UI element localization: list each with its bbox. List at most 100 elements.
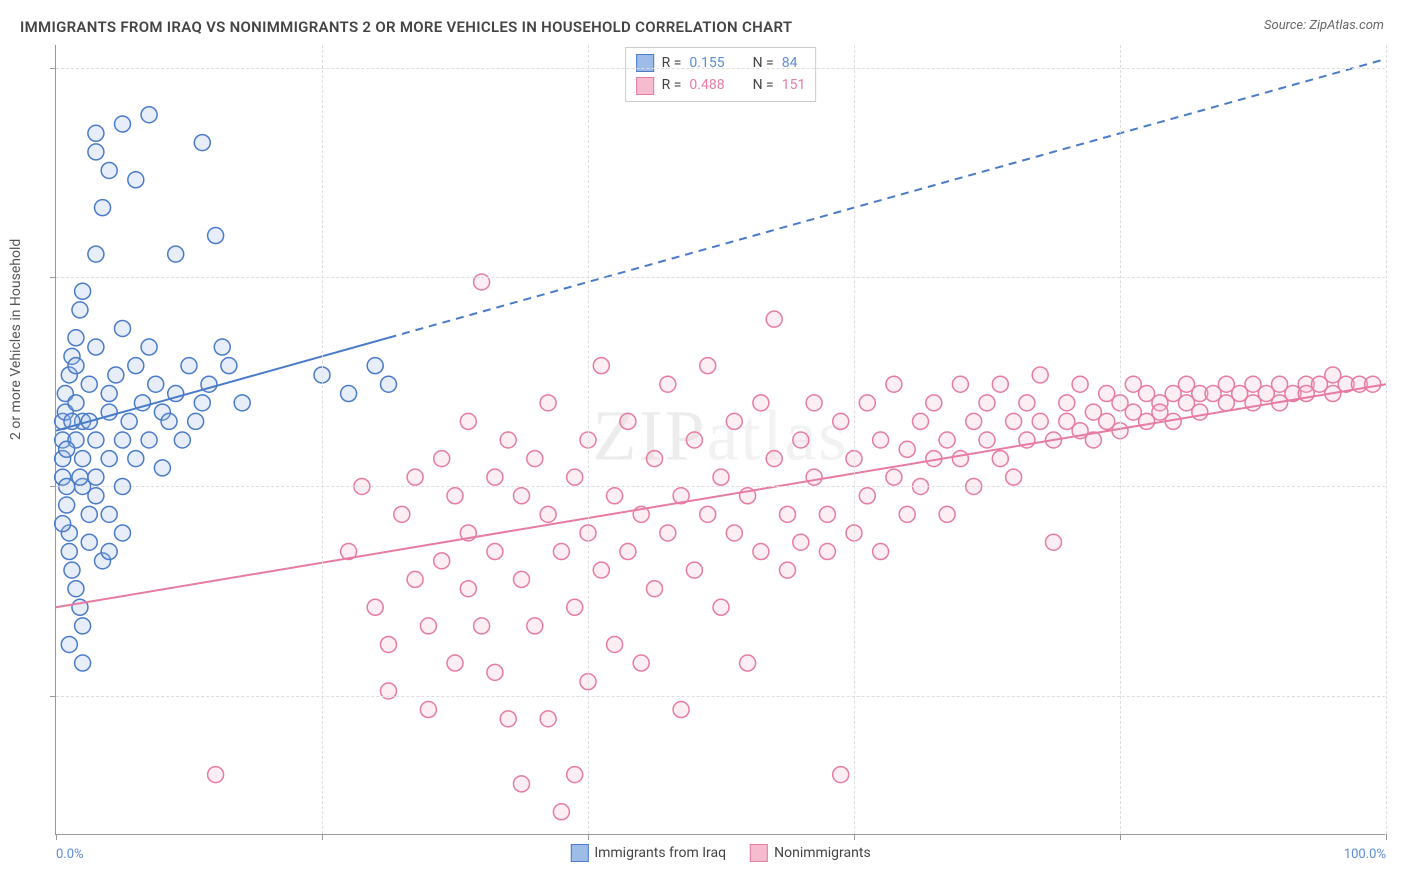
- scatter-point-nonimm: [1019, 395, 1035, 411]
- scatter-point-iraq: [75, 655, 91, 671]
- scatter-point-nonimm: [593, 562, 609, 578]
- scatter-point-nonimm: [447, 655, 463, 671]
- scatter-point-nonimm: [952, 376, 968, 392]
- scatter-point-iraq: [61, 544, 77, 560]
- r-label: R =: [662, 74, 682, 96]
- scatter-point-iraq: [88, 432, 104, 448]
- scatter-point-nonimm: [500, 711, 516, 727]
- scatter-point-iraq: [221, 358, 237, 374]
- x-tick-label: 100.0%: [1344, 847, 1386, 862]
- scatter-point-nonimm: [394, 506, 410, 522]
- scatter-point-iraq: [88, 469, 104, 485]
- chart-title: IMMIGRANTS FROM IRAQ VS NONIMMIGRANTS 2 …: [20, 18, 792, 36]
- y-tick-label: 100.0%: [1392, 61, 1406, 76]
- scatter-point-nonimm: [673, 702, 689, 718]
- scatter-point-nonimm: [753, 544, 769, 560]
- scatter-point-iraq: [128, 451, 144, 467]
- scatter-point-nonimm: [647, 451, 663, 467]
- scatter-point-nonimm: [700, 358, 716, 374]
- scatter-point-iraq: [88, 125, 104, 141]
- scatter-point-nonimm: [607, 636, 623, 652]
- scatter-point-iraq: [101, 386, 117, 402]
- scatter-point-iraq: [88, 488, 104, 504]
- scatter-point-nonimm: [460, 581, 476, 597]
- scatter-point-nonimm: [873, 432, 889, 448]
- scatter-point-nonimm: [367, 599, 383, 615]
- scatter-point-nonimm: [700, 506, 716, 522]
- scatter-point-iraq: [68, 395, 84, 411]
- scatter-point-iraq: [81, 534, 97, 550]
- scatter-point-iraq: [68, 330, 84, 346]
- scatter-point-iraq: [367, 358, 383, 374]
- scatter-point-nonimm: [833, 767, 849, 783]
- scatter-point-nonimm: [647, 581, 663, 597]
- scatter-point-nonimm: [607, 488, 623, 504]
- scatter-point-nonimm: [686, 432, 702, 448]
- scatter-point-nonimm: [208, 767, 224, 783]
- scatter-point-nonimm: [819, 506, 835, 522]
- scatter-point-nonimm: [1192, 404, 1208, 420]
- scatter-point-iraq: [381, 376, 397, 392]
- scatter-point-iraq: [174, 432, 190, 448]
- scatter-point-iraq: [68, 581, 84, 597]
- scatter-point-iraq: [141, 432, 157, 448]
- scatter-point-iraq: [101, 544, 117, 560]
- scatter-point-iraq: [188, 413, 204, 429]
- scatter-point-iraq: [72, 469, 88, 485]
- correlation-stats-box: R = 0.155 N = 84 R = 0.488 N = 151: [625, 47, 817, 102]
- scatter-point-nonimm: [833, 413, 849, 429]
- scatter-point-iraq: [101, 506, 117, 522]
- scatter-point-nonimm: [1006, 413, 1022, 429]
- scatter-point-iraq: [68, 358, 84, 374]
- scatter-point-nonimm: [460, 413, 476, 429]
- scatter-point-iraq: [115, 116, 131, 132]
- scatter-point-nonimm: [766, 311, 782, 327]
- scatter-point-nonimm: [1059, 395, 1075, 411]
- scatter-point-iraq: [141, 339, 157, 355]
- scatter-point-nonimm: [420, 702, 436, 718]
- scatter-point-nonimm: [553, 544, 569, 560]
- scatter-point-iraq: [194, 395, 210, 411]
- scatter-point-nonimm: [620, 413, 636, 429]
- scatter-point-nonimm: [407, 469, 423, 485]
- scatter-point-nonimm: [726, 413, 742, 429]
- scatter-point-iraq: [115, 320, 131, 336]
- scatter-point-iraq: [101, 162, 117, 178]
- scatter-point-nonimm: [966, 413, 982, 429]
- scatter-point-nonimm: [540, 506, 556, 522]
- scatter-point-iraq: [95, 200, 111, 216]
- scatter-point-nonimm: [780, 562, 796, 578]
- scatter-point-nonimm: [633, 655, 649, 671]
- swatch-iraq: [636, 54, 654, 72]
- scatter-point-nonimm: [1046, 534, 1062, 550]
- scatter-point-nonimm: [819, 544, 835, 560]
- scatter-point-nonimm: [381, 636, 397, 652]
- scatter-point-iraq: [108, 367, 124, 383]
- scatter-point-nonimm: [527, 618, 543, 634]
- scatter-point-iraq: [64, 562, 80, 578]
- scatter-point-iraq: [59, 497, 75, 513]
- y-tick-label: 32.5%: [1392, 688, 1406, 703]
- scatter-point-nonimm: [899, 441, 915, 457]
- scatter-point-nonimm: [806, 469, 822, 485]
- scatter-point-nonimm: [793, 432, 809, 448]
- scatter-point-nonimm: [567, 469, 583, 485]
- scatter-point-nonimm: [660, 525, 676, 541]
- scatter-point-nonimm: [766, 451, 782, 467]
- scatter-point-iraq: [141, 107, 157, 123]
- scatter-point-iraq: [59, 441, 75, 457]
- scatter-point-nonimm: [593, 358, 609, 374]
- scatter-point-iraq: [128, 358, 144, 374]
- scatter-point-nonimm: [567, 767, 583, 783]
- legend-label-nonimm: Nonimmigrants: [774, 845, 871, 861]
- scatter-svg: [56, 45, 1385, 834]
- scatter-point-iraq: [81, 506, 97, 522]
- y-tick-label: 55.0%: [1392, 479, 1406, 494]
- scatter-point-iraq: [115, 525, 131, 541]
- scatter-point-nonimm: [753, 395, 769, 411]
- scatter-point-nonimm: [434, 451, 450, 467]
- scatter-point-iraq: [75, 618, 91, 634]
- scatter-point-iraq: [101, 451, 117, 467]
- source-attribution: Source: ZipAtlas.com: [1264, 18, 1384, 33]
- scatter-point-nonimm: [1006, 469, 1022, 485]
